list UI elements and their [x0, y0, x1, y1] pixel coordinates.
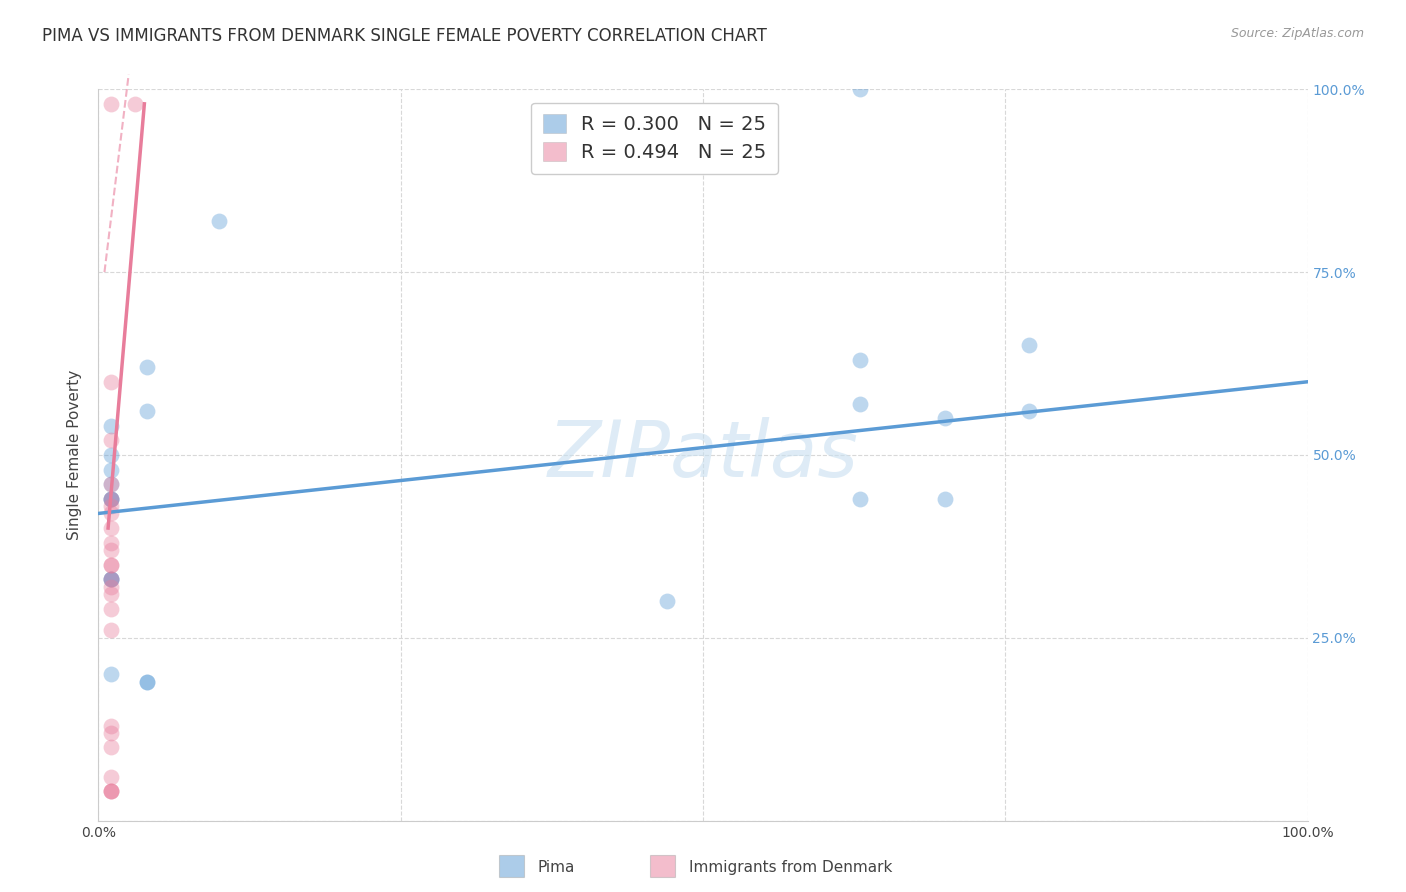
Text: Immigrants from Denmark: Immigrants from Denmark: [689, 860, 893, 874]
Point: [135, 404, 157, 418]
Point: [100, 718, 122, 732]
Point: [100, 667, 122, 681]
Point: [100, 462, 122, 476]
Point: [100, 507, 122, 521]
Point: [100, 521, 122, 535]
Point: [100, 601, 122, 615]
Point: [100, 477, 122, 491]
Point: [849, 82, 872, 96]
Point: [100, 784, 122, 798]
Point: [100, 558, 122, 572]
Point: [100, 96, 122, 111]
Point: [100, 491, 122, 506]
Point: [100, 624, 122, 638]
Point: [100, 784, 122, 798]
Point: [934, 491, 956, 506]
Point: [849, 397, 872, 411]
Point: [849, 352, 872, 367]
Point: [100, 418, 122, 433]
Point: [100, 726, 122, 740]
Point: [100, 740, 122, 755]
Point: [100, 580, 122, 594]
Point: [1018, 404, 1040, 418]
Point: [208, 214, 231, 228]
Point: [100, 558, 122, 572]
Point: [135, 674, 157, 689]
Point: [100, 491, 122, 506]
Y-axis label: Single Female Poverty: Single Female Poverty: [67, 370, 83, 540]
Text: PIMA VS IMMIGRANTS FROM DENMARK SINGLE FEMALE POVERTY CORRELATION CHART: PIMA VS IMMIGRANTS FROM DENMARK SINGLE F…: [42, 27, 768, 45]
Point: [100, 572, 122, 586]
Point: [100, 770, 122, 784]
Point: [100, 572, 122, 586]
Point: [100, 535, 122, 549]
Point: [655, 594, 678, 608]
Point: [124, 96, 146, 111]
Point: [100, 572, 122, 586]
Point: [100, 375, 122, 389]
Point: [135, 674, 157, 689]
Point: [100, 491, 122, 506]
Point: [100, 448, 122, 462]
Point: [100, 499, 122, 513]
Point: [1018, 338, 1040, 352]
Point: [100, 477, 122, 491]
Point: [100, 491, 122, 506]
Point: [849, 491, 872, 506]
Point: [100, 572, 122, 586]
Point: [934, 411, 956, 425]
Point: [135, 360, 157, 375]
Point: [100, 587, 122, 601]
Point: [100, 784, 122, 798]
Legend: R = 0.300   N = 25, R = 0.494   N = 25: R = 0.300 N = 25, R = 0.494 N = 25: [531, 103, 779, 174]
Point: [100, 434, 122, 448]
Text: Source: ZipAtlas.com: Source: ZipAtlas.com: [1230, 27, 1364, 40]
Text: Pima: Pima: [537, 860, 575, 874]
Point: [100, 543, 122, 558]
Text: ZIPatlas: ZIPatlas: [547, 417, 859, 493]
